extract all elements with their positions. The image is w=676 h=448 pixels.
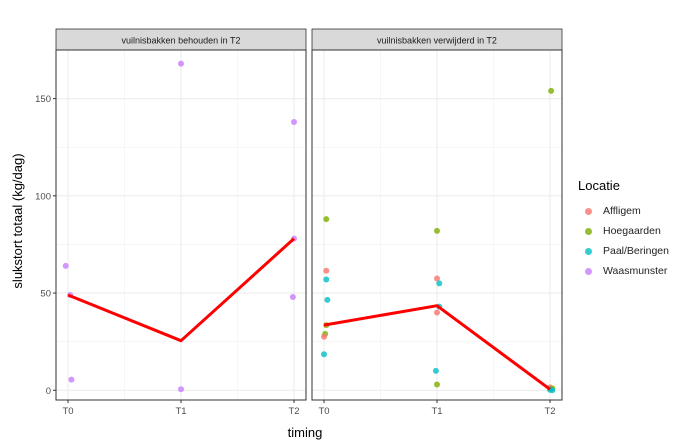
panel-2-point-paal-beringen <box>549 387 556 394</box>
panel-2-point-paal-beringen <box>321 351 327 358</box>
panel-2-point-paal-beringen <box>436 280 443 287</box>
x-axis-label: timing <box>288 425 323 440</box>
legend-item-waasmunster: Waasmunster <box>578 261 669 281</box>
legend-item-hoegaarden: Hoegaarden <box>578 221 669 241</box>
panel-2-point-affligem <box>434 309 440 316</box>
legend-label-paal-beringen: Paal/Beringen <box>603 245 669 257</box>
panel-1-point-waasmunster <box>178 386 184 393</box>
panel-2-x-tick-label: T1 <box>431 406 442 417</box>
panel-2-x-tick-label: T2 <box>544 406 555 417</box>
panel-2-point-affligem <box>323 267 330 274</box>
panel-1-mean-line <box>67 237 296 343</box>
legend-item-paal-beringen: Paal/Beringen <box>578 241 669 261</box>
legend-label-affligem: Affligem <box>603 205 641 217</box>
panel-1-x-tick-label: T0 <box>62 406 73 417</box>
panel-2-point-paal-beringen <box>323 276 330 283</box>
panel-2-strip-title: vuilnisbakken verwijderd in T2 <box>377 36 497 46</box>
panel-1-strip-title: vuilnisbakken behouden in T2 <box>122 36 241 46</box>
legend-key-affligem <box>585 207 592 215</box>
panel-1-point-waasmunster <box>289 293 296 300</box>
legend-title: Locatie <box>578 178 620 193</box>
panel-2-point-hoegaarden <box>323 216 330 223</box>
legend-key-paal-beringen <box>585 247 592 255</box>
panel-2-x-tick-label: T0 <box>318 406 329 417</box>
legend-key-hoegaarden <box>585 227 592 235</box>
panel-1-point-waasmunster <box>291 118 297 125</box>
y-tick-label: 50 <box>40 289 51 300</box>
panel-1-point-waasmunster <box>178 60 184 67</box>
y-tick-label: 0 <box>46 386 51 397</box>
legend-key-waasmunster <box>585 267 592 275</box>
panel-1-point-waasmunster <box>68 376 75 383</box>
panel-2-point-paal-beringen <box>324 296 331 303</box>
y-axis-label: slukstort totaal (kg/dag) <box>10 153 25 288</box>
legend: Locatie Affligem Hoegaarden Paal/Beringe… <box>578 178 669 281</box>
legend-label-hoegaarden: Hoegaarden <box>603 225 661 237</box>
panel-2-point-paal-beringen <box>432 367 439 374</box>
panel-2-point-hoegaarden <box>434 227 440 234</box>
panel-1-point-waasmunster <box>62 262 69 269</box>
panel-2-point-hoegaarden <box>548 87 555 94</box>
legend-label-waasmunster: Waasmunster <box>603 265 668 277</box>
panel-2-point-affligem <box>321 333 327 340</box>
panel-2-point-affligem <box>434 275 440 282</box>
panel-1-x-tick-label: T2 <box>288 406 299 417</box>
panel-1-x-tick-label: T1 <box>175 406 186 417</box>
y-tick-label: 100 <box>35 191 51 202</box>
panel-2-point-hoegaarden <box>434 381 440 388</box>
legend-item-affligem: Affligem <box>578 201 669 221</box>
panel-2-mean-line <box>323 304 551 391</box>
y-tick-label: 150 <box>35 94 51 105</box>
